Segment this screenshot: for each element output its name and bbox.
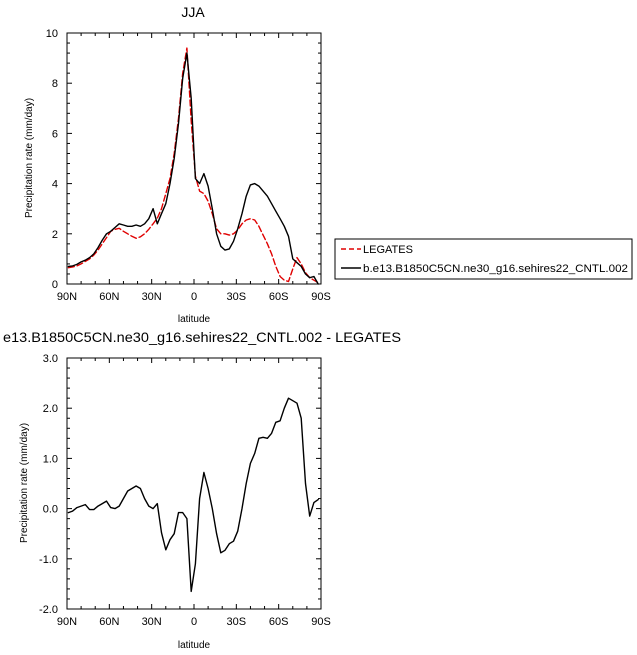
top-series-line-0 [67, 47, 319, 284]
top-x-tick-label: 60S [269, 291, 289, 303]
legend-label-legates: LEGATES [363, 244, 413, 256]
top-y-tick-label: 2 [52, 229, 58, 241]
bottom-y-tick-label: 2.0 [43, 403, 58, 415]
top-y-tick-label: 4 [52, 179, 58, 191]
top-x-tick-label: 0 [191, 291, 197, 303]
bottom-axis-ticks: 90N 60N 30N 0 30S 60S 90S -2.0 -1.0 0.0 1.0 2.0 3.0 [39, 353, 331, 628]
bottom-series-line-0 [67, 397, 319, 593]
top-x-tick-label: 90S [311, 291, 331, 303]
bottom-chart-title: e13.B1850C5CN.ne30_g16.sehires22_CNTL.00… [3, 329, 401, 345]
top-x-tick-label: 30S [227, 291, 247, 303]
bottom-x-tick-label: 30S [227, 616, 247, 628]
top-series-line-1 [67, 52, 319, 285]
top-x-tick-label: 30N [142, 291, 162, 303]
top-y-axis-label: Precipitation rate (mm/day) [24, 98, 35, 218]
top-chart-title: JJA [181, 4, 205, 20]
top-x-tick-label: 60N [99, 291, 119, 303]
top-x-axis-label: latitude [178, 314, 211, 325]
top-x-tick-label: 90N [57, 291, 77, 303]
legend-label-model: b.e13.B1850C5CN.ne30_g16.sehires22_CNTL.… [363, 263, 628, 275]
bottom-panel: e13.B1850C5CN.ne30_g16.sehires22_CNTL.00… [3, 329, 401, 651]
bottom-y-tick-label: -1.0 [39, 554, 58, 566]
top-series-lines [67, 47, 319, 285]
bottom-x-tick-label: 90S [311, 616, 331, 628]
top-y-tick-label: 0 [52, 279, 58, 291]
bottom-x-tick-label: 0 [191, 616, 197, 628]
legend: LEGATES b.e13.B1850C5CN.ne30_g16.sehires… [334, 238, 633, 280]
top-y-tick-label: 6 [52, 128, 58, 140]
bottom-x-tick-label: 90N [57, 616, 77, 628]
top-y-tick-label: 10 [46, 28, 58, 40]
bottom-x-axis-label: latitude [178, 640, 211, 651]
legend-box [334, 238, 633, 280]
bottom-y-tick-label: 0.0 [43, 504, 58, 516]
bottom-x-tick-label: 30N [142, 616, 162, 628]
top-axis-ticks: 90N 60N 30N 0 30S 60S 90S 0 2 4 6 8 10 [46, 28, 331, 303]
bottom-series-lines [67, 397, 319, 593]
bottom-x-tick-label: 60S [269, 616, 289, 628]
bottom-y-tick-label: 1.0 [43, 453, 58, 465]
top-y-tick-label: 8 [52, 78, 58, 90]
bottom-y-axis-label: Precipitation rate (mm/day) [19, 423, 30, 543]
bottom-y-tick-label: 3.0 [43, 353, 58, 365]
bottom-x-tick-label: 60N [99, 616, 119, 628]
bottom-y-tick-label: -2.0 [39, 604, 58, 616]
